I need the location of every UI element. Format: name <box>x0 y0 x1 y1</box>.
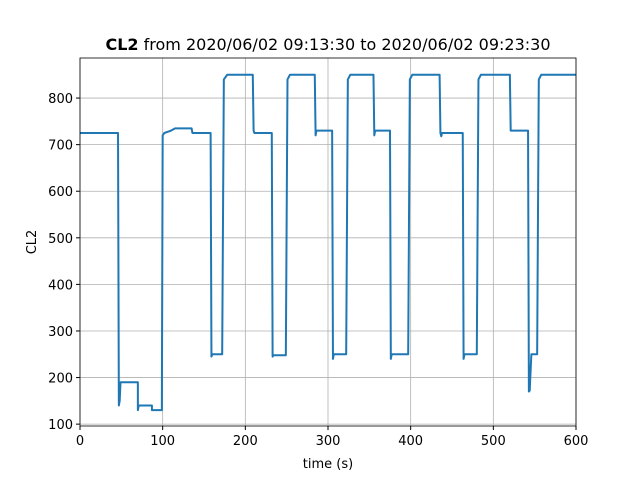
y-tick-label: 200 <box>48 372 73 387</box>
y-tick-label: 300 <box>48 325 73 340</box>
x-axis-label: time (s) <box>303 457 353 472</box>
title-range: from 2020/06/02 09:13:30 to 2020/06/02 0… <box>144 35 551 54</box>
x-tick-label: 600 <box>564 434 589 449</box>
chart-title: CL2 from 2020/06/02 09:13:30 to 2020/06/… <box>105 35 550 54</box>
y-axis-label: CL2 <box>25 230 40 255</box>
x-tick-label: 100 <box>150 434 175 449</box>
x-tick-label: 0 <box>76 434 84 449</box>
x-tick-label: 400 <box>398 434 423 449</box>
x-tick-label: 500 <box>481 434 506 449</box>
y-tick-label: 500 <box>48 232 73 247</box>
title-name: CL2 <box>105 35 138 54</box>
x-tick-label: 200 <box>233 434 258 449</box>
data-line <box>80 73 576 412</box>
y-tick-label: 400 <box>48 278 73 293</box>
y-tick-label: 600 <box>48 185 73 200</box>
y-tick-label: 100 <box>48 418 73 433</box>
x-tick-label: 300 <box>316 434 341 449</box>
plot-frame <box>79 57 577 427</box>
y-tick-label: 700 <box>48 139 73 154</box>
y-tick-label: 800 <box>48 92 73 107</box>
